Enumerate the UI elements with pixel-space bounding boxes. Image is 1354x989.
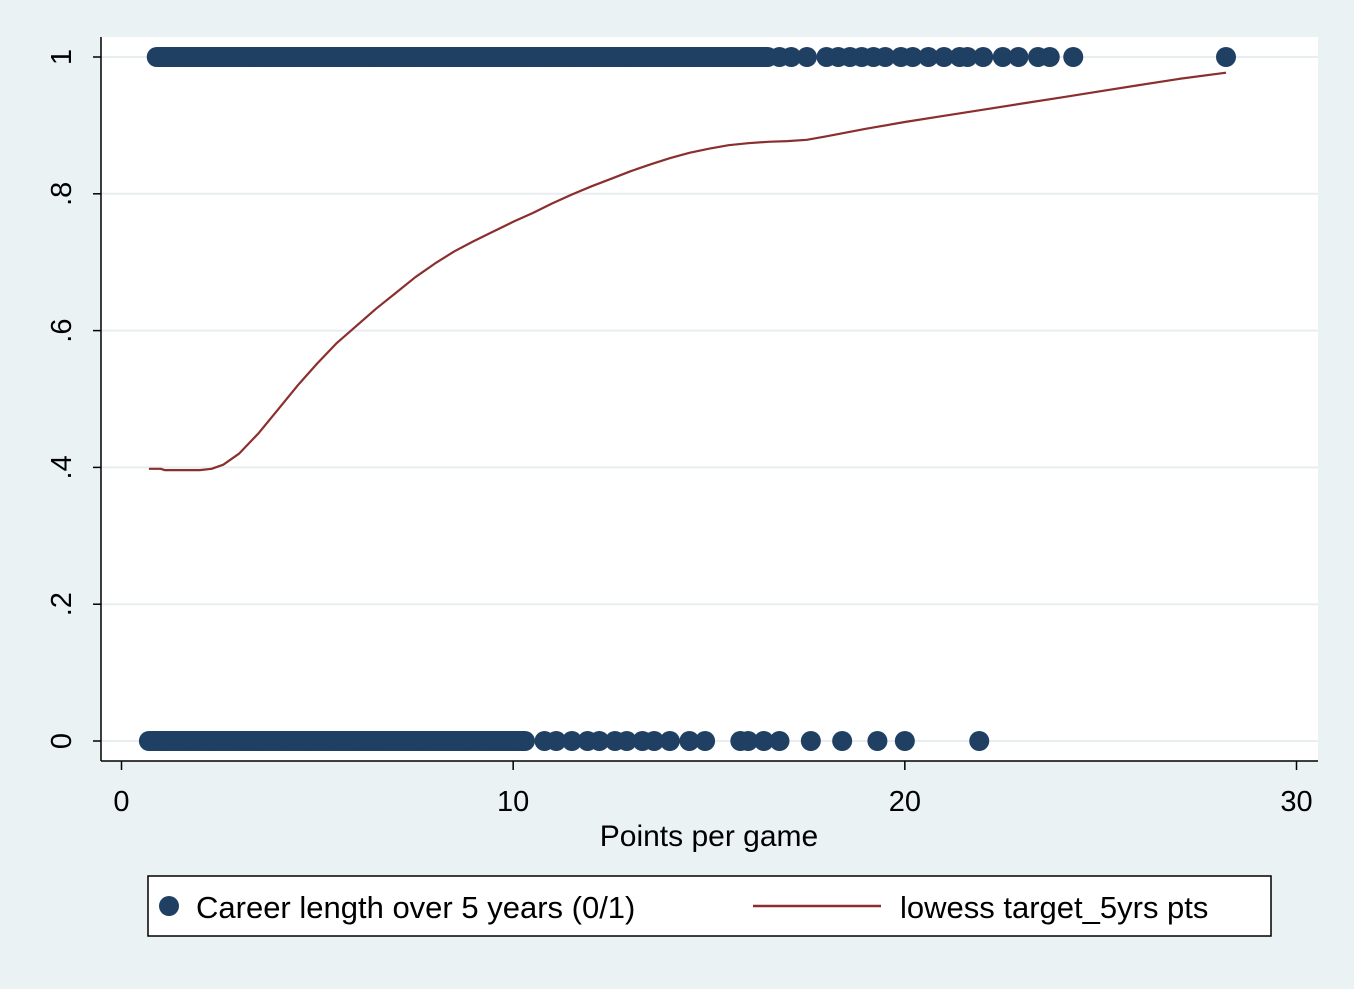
x-tick-label: 10 [497, 786, 529, 818]
scatter-point [867, 731, 888, 751]
scatter-point [969, 731, 990, 751]
scatter-point [992, 47, 1013, 67]
scatter-point [918, 47, 939, 67]
y-tick-label: 1 [46, 49, 78, 65]
scatter-point [832, 731, 853, 751]
scatter-point [546, 731, 567, 751]
scatter-point [902, 47, 923, 67]
scatter-point [1039, 47, 1060, 67]
scatter-point [1216, 47, 1236, 67]
legend-label-scatter: Career length over 5 years (0/1) [196, 890, 635, 925]
scatter-point [659, 731, 680, 751]
scatter-point [589, 731, 610, 751]
scatter-point [514, 731, 535, 751]
scatter-point [973, 47, 994, 67]
x-tick-label: 30 [1280, 786, 1312, 818]
scatter-point [800, 731, 821, 751]
legend-label-lowess: lowess target_5yrs pts [900, 890, 1208, 925]
scatter-point [644, 731, 665, 751]
scatter-point [875, 47, 896, 67]
y-tick-label: .2 [46, 592, 78, 616]
scatter-point [781, 47, 802, 67]
legend: Career length over 5 years (0/1) lowess … [147, 875, 1272, 937]
lowess-line [148, 71, 1227, 472]
scatter-point [1008, 47, 1029, 67]
scatter-point [957, 47, 978, 67]
scatter-point [738, 731, 759, 751]
axes: 0.2.4.6.810 10 20 30 [46, 37, 1318, 818]
scatter-point [695, 731, 716, 751]
scatter-point [769, 731, 790, 751]
y-tick-label: .6 [46, 319, 78, 343]
scatter-point [561, 731, 582, 751]
legend-box [147, 875, 1272, 937]
y-tick-label: 0 [46, 733, 78, 749]
legend-marker-scatter [159, 896, 179, 916]
y-tick-label: .4 [46, 455, 78, 479]
scatter-series [138, 47, 1236, 751]
x-axis-label: Points per game [600, 820, 818, 853]
scatter-point [1063, 47, 1084, 67]
scatter-point [934, 47, 954, 67]
plot-area-background [101, 37, 1318, 761]
scatter-point [679, 731, 700, 751]
lowess-series [148, 71, 1227, 472]
scatter-point [753, 731, 774, 751]
scatter-point [894, 731, 915, 751]
x-tick-label: 0 [113, 786, 129, 818]
x-tick-label: 20 [889, 786, 921, 818]
scatter-point [796, 47, 817, 67]
scatter-point [616, 731, 637, 751]
y-tick-label: .8 [46, 182, 78, 206]
